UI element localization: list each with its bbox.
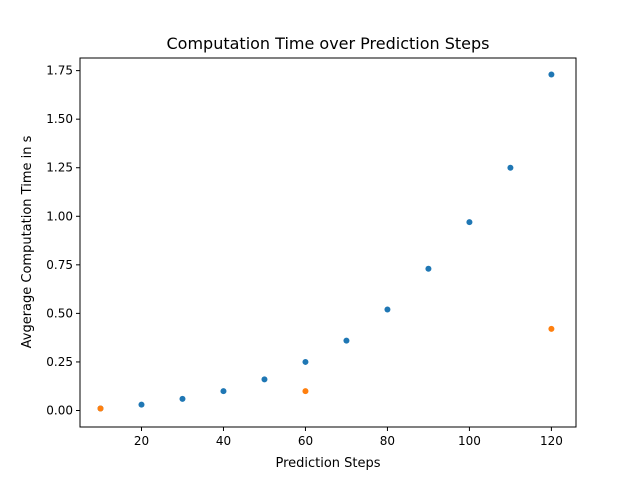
y-tick-label: 1.25 (46, 161, 73, 175)
data-point-series-1 (384, 306, 391, 313)
x-tick-label: 120 (540, 434, 563, 448)
data-points (97, 71, 555, 412)
x-tick-label: 80 (380, 434, 395, 448)
y-axis-label: Avgerage Computation Time in s (20, 135, 35, 348)
axis-ticks: 20 40 60 80 100 120 0.00 0.25 0.50 0.75 1.00 1.25 1.… (46, 64, 563, 448)
y-tick-label: 1.50 (46, 112, 73, 126)
x-tick-label: 40 (216, 434, 231, 448)
data-point-series-1 (261, 376, 268, 383)
data-point-series-1 (425, 265, 432, 272)
x-tick-label: 100 (458, 434, 481, 448)
y-tick-label: 0.25 (46, 355, 73, 369)
data-point-series-1 (343, 337, 350, 344)
plot-frame (79, 57, 577, 428)
data-point-series-1 (548, 71, 555, 78)
y-tick-label: 1.00 (46, 209, 73, 223)
data-point-series-1 (507, 164, 514, 171)
data-point-series-2 (548, 325, 555, 332)
y-tick-label: 0.50 (46, 306, 73, 320)
data-point-series-2 (97, 405, 104, 412)
x-axis-label: Prediction Steps (275, 456, 380, 471)
x-tick-label: 60 (298, 434, 313, 448)
data-point-series-1 (138, 401, 145, 408)
data-point-series-2 (302, 388, 309, 395)
x-tick-label: 20 (134, 434, 149, 448)
data-point-series-1 (466, 219, 473, 226)
y-tick-label: 0.75 (46, 258, 73, 272)
data-point-series-1 (179, 395, 186, 402)
chart-title: Computation Time over Prediction Steps (167, 34, 490, 53)
y-tick-label: 0.00 (46, 403, 73, 417)
data-point-series-1 (302, 358, 309, 365)
data-point-series-1 (220, 388, 227, 395)
y-tick-label: 1.75 (46, 64, 73, 78)
